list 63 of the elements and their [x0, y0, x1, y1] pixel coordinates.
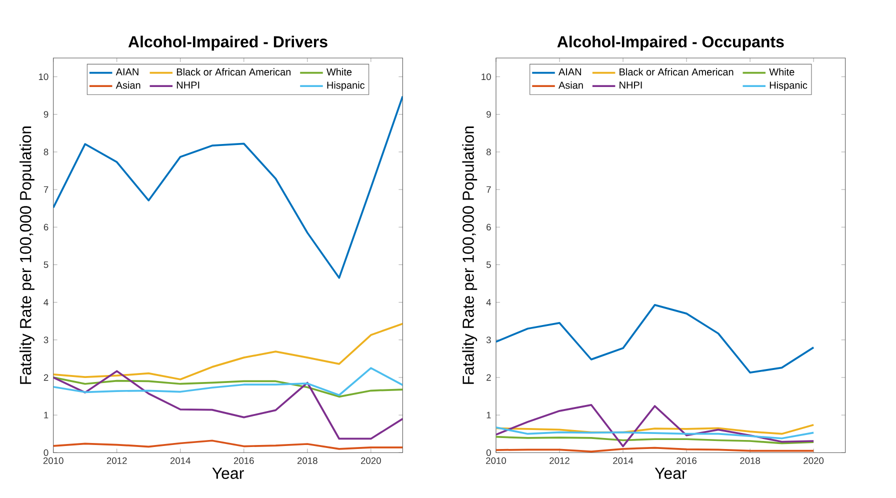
line-series [496, 426, 815, 440]
x-axis-title: Year [212, 468, 244, 479]
x-tick-label: 2018 [297, 457, 318, 464]
legend-label: Black or African American [176, 68, 291, 76]
legend-label: Asian [116, 81, 140, 89]
x-axis-title: Year [654, 468, 687, 479]
line-series [496, 304, 815, 374]
chart-title: Alcohol-Impaired - Occupants [557, 36, 784, 51]
y-tick-label: 10 [482, 73, 491, 80]
line-series [53, 376, 403, 398]
x-tick-label: 2016 [676, 457, 696, 464]
x-tick-label: 2018 [740, 457, 760, 464]
y-tick-label: 0 [44, 449, 48, 456]
y-tick-label: 5 [486, 261, 491, 268]
legend-label: Asian [558, 81, 583, 89]
x-tick-label: 2014 [170, 457, 190, 464]
y-tick-label: 3 [486, 336, 491, 344]
x-tick-label: 2016 [234, 457, 254, 464]
y-tick-label: 9 [486, 111, 491, 118]
y-tick-label: 8 [486, 148, 491, 156]
legend-label: AIAN [558, 68, 582, 76]
line-series [53, 367, 403, 396]
line-series [53, 370, 403, 440]
y-tick-label: 5 [44, 261, 48, 268]
legend-label: Black or African American [620, 68, 734, 76]
x-tick-label: 2012 [550, 457, 570, 464]
y-tick-label: 7 [486, 186, 491, 193]
y-tick-label: 4 [44, 299, 48, 306]
x-tick-label: 2010 [43, 457, 64, 464]
y-tick-label: 4 [486, 299, 492, 306]
y-tick-label: 10 [38, 73, 48, 80]
line-series [53, 95, 403, 279]
y-tick-label: 1 [486, 412, 491, 418]
line-series [496, 404, 815, 448]
line-series [496, 424, 815, 435]
y-tick-label: 1 [44, 412, 48, 418]
line-series [496, 436, 815, 444]
legend-label: Hispanic [327, 81, 365, 91]
y-axis-title: Fatality Rate per 100,000 Population [462, 126, 478, 384]
legend-label: White [769, 68, 794, 76]
y-tick-label: 8 [44, 148, 48, 156]
legend-label: NHPI [620, 82, 642, 88]
legend-label: Hispanic [770, 81, 808, 91]
y-tick-label: 7 [44, 186, 48, 193]
x-tick-label: 2020 [360, 457, 381, 464]
y-tick-label: 2 [44, 374, 48, 381]
y-tick-label: 0 [486, 449, 491, 456]
y-tick-label: 3 [44, 336, 48, 344]
y-tick-label: 6 [486, 224, 491, 230]
x-tick-label: 2010 [486, 457, 506, 464]
chart-title: Alcohol-Impaired - Drivers [128, 36, 328, 51]
legend-label: NHPI [176, 82, 200, 88]
x-tick-label: 2020 [804, 457, 824, 464]
y-tick-label: 9 [44, 111, 48, 118]
y-tick-label: 6 [44, 224, 48, 230]
legend-label: AIAN [116, 68, 138, 76]
x-tick-label: 2014 [613, 457, 634, 464]
x-tick-label: 2012 [106, 457, 127, 464]
y-axis-title: Fatality Rate per 100,000 Population [20, 126, 34, 384]
legend-label: White [326, 68, 352, 76]
line-series [53, 440, 403, 450]
line-series [53, 322, 403, 380]
y-tick-label: 2 [486, 374, 491, 381]
